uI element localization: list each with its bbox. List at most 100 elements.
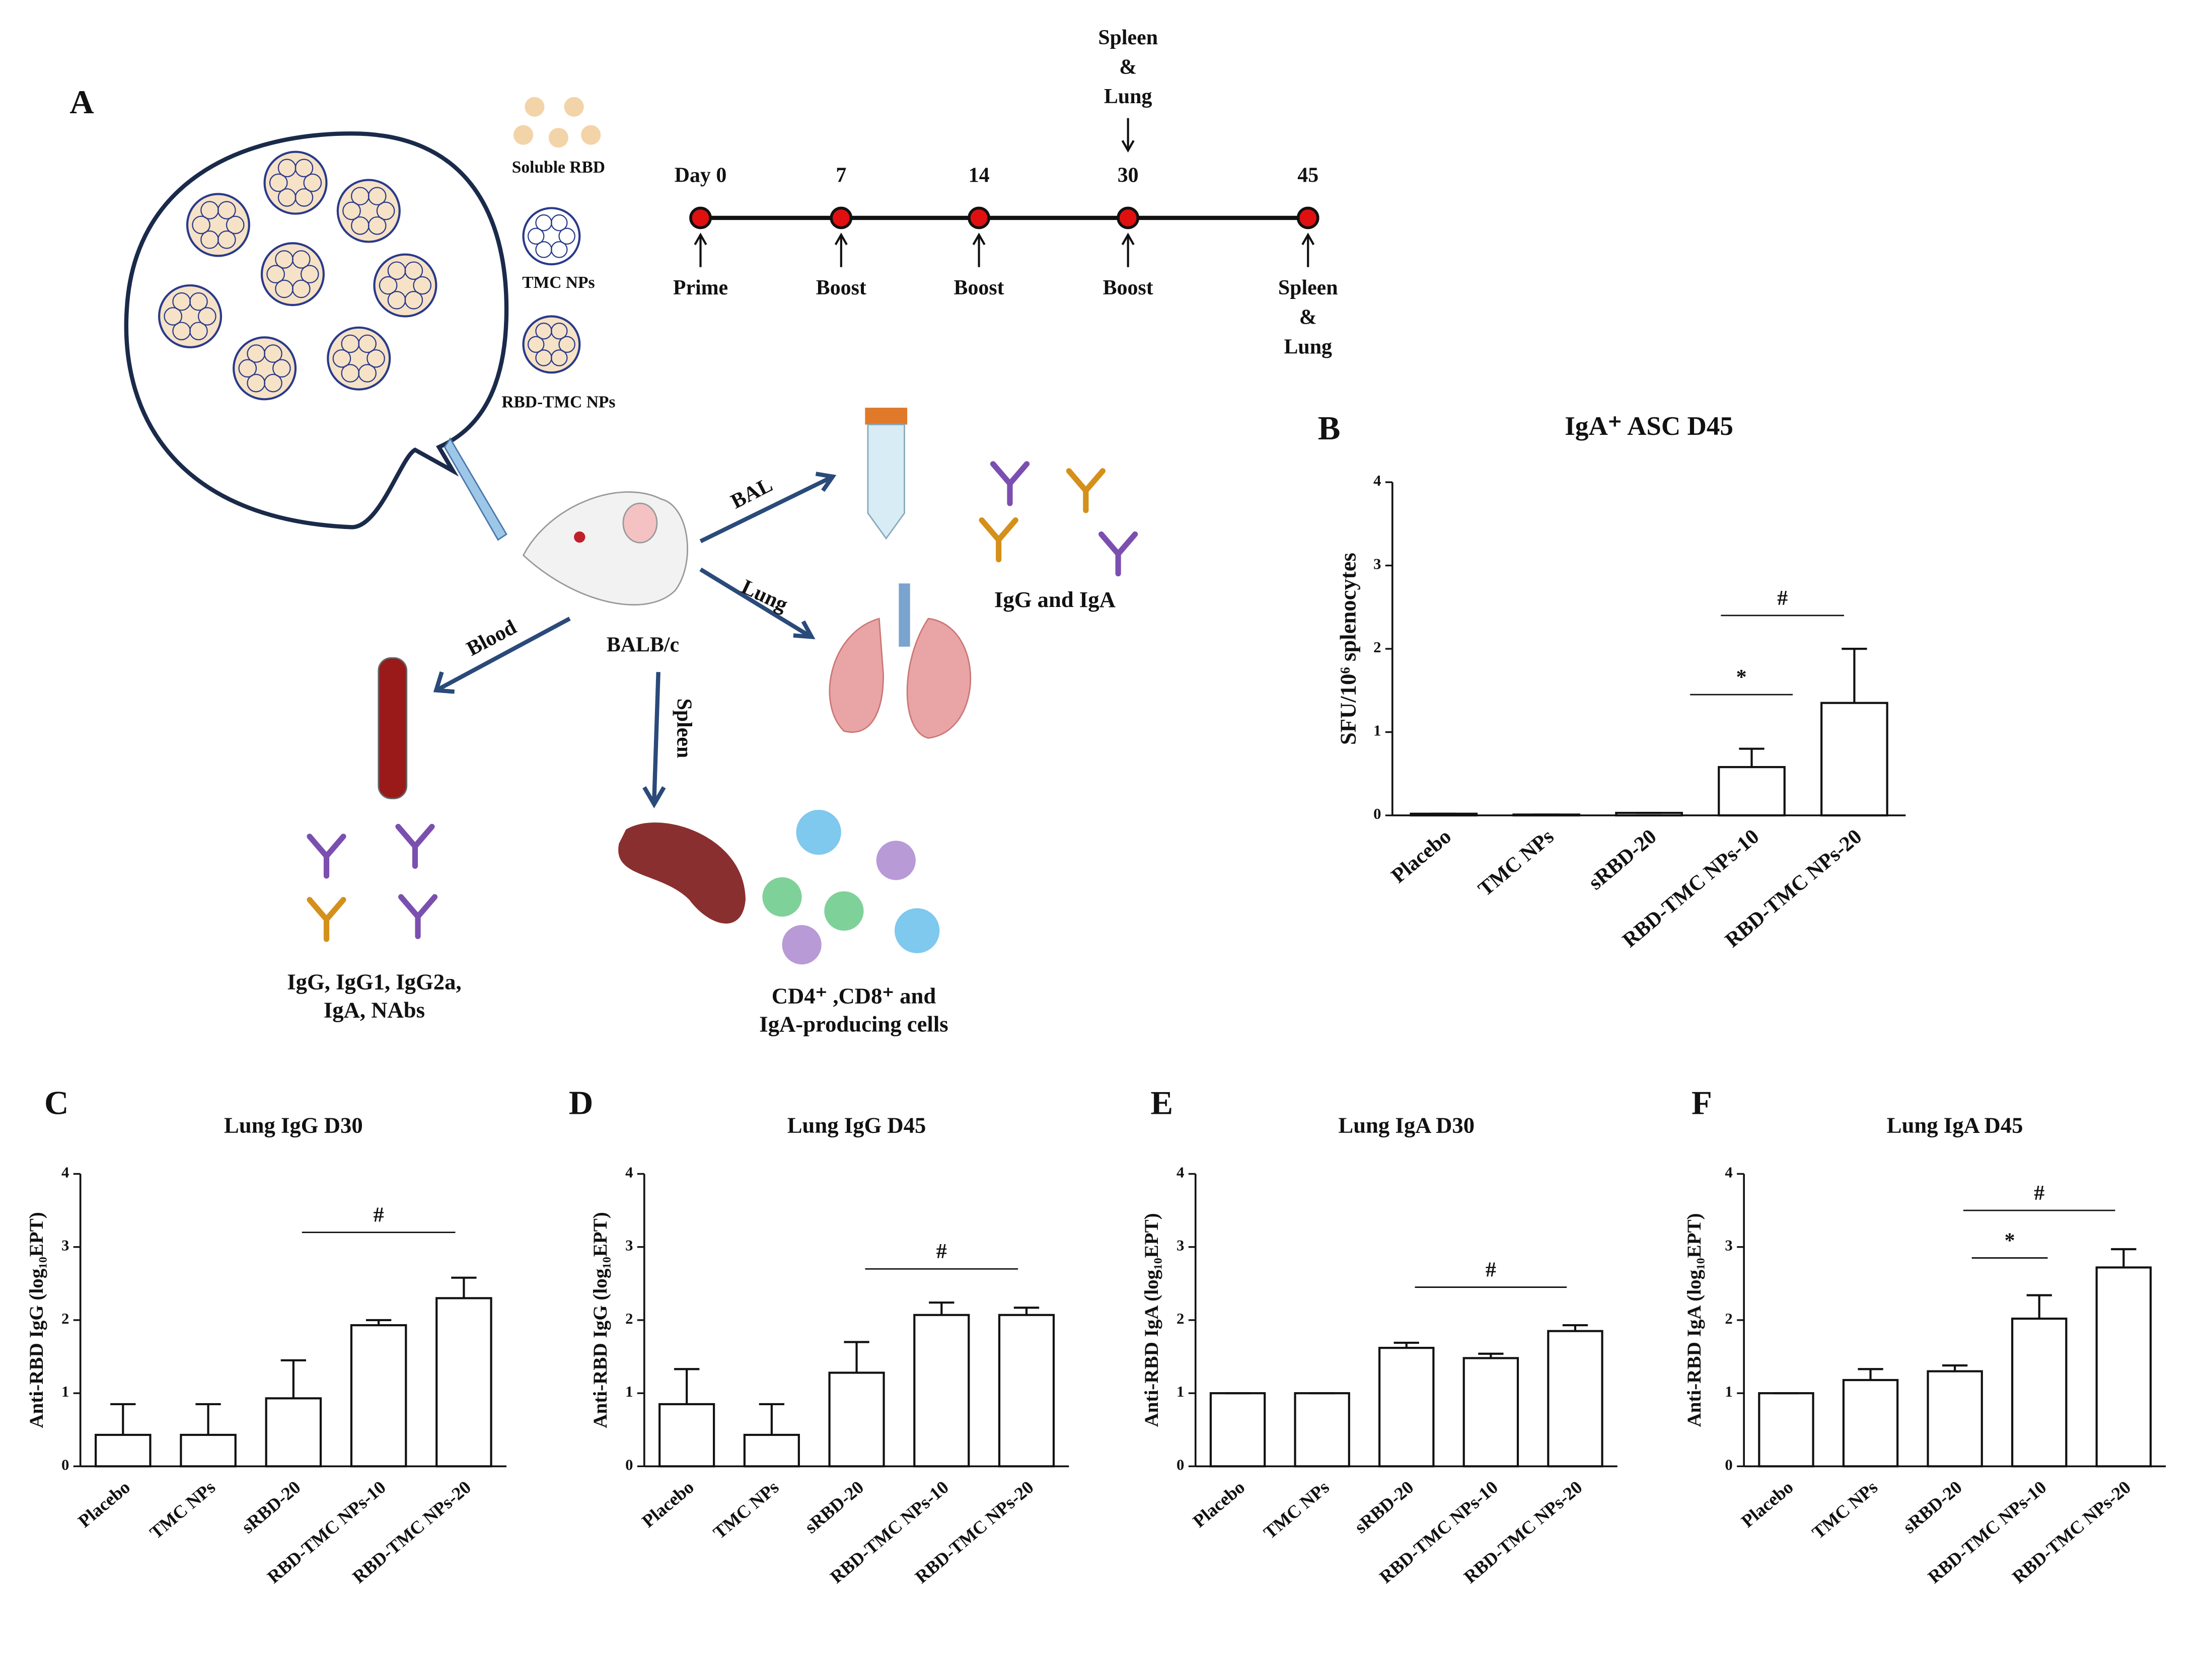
y-axis-label: Anti-RBD IgG (log₁₀EPT) [590,1212,611,1428]
panel-label: F [1692,1085,1712,1122]
nanoparticle [158,284,223,349]
error-bar [280,1359,306,1399]
error-bar [1478,1352,1504,1358]
y-tick-label: 3 [1177,1237,1184,1254]
y-tick-label: 0 [625,1456,633,1473]
timeline-event: Boost [816,276,866,299]
error-bar [195,1403,221,1435]
route-label: Spleen [673,699,696,758]
y-tick-label: 2 [61,1310,69,1327]
nanoparticle-facet [413,276,432,295]
cell [782,925,822,965]
bar [265,1397,322,1468]
x-tick-label: sRBD-20 [1584,825,1661,894]
error-bar [2026,1294,2052,1319]
readout: IgA, NAbs [324,997,425,1022]
soluble-rbd [564,97,584,117]
cell [876,841,916,880]
significance-label: * [2005,1229,2015,1252]
error-bar [1842,648,1867,703]
panel-label: E [1150,1085,1173,1122]
x-tick-label: Placebo [1387,825,1455,888]
timeline-event: Lung [1104,85,1152,108]
bar [1462,1357,1519,1468]
nanoparticle-facet [300,265,319,284]
x-tick-label: Placebo [75,1477,134,1531]
x-tick-label: sRBD-20 [1899,1477,1965,1537]
lungs [829,618,972,739]
nanoparticle [186,193,250,257]
y-tick-label: 3 [61,1237,69,1254]
nanoparticle [327,326,391,391]
cell [824,891,864,931]
timeline-point [1296,206,1319,230]
timeline-event: & [1299,306,1317,329]
timeline-day: 7 [836,164,846,187]
panel-label: C [44,1085,68,1122]
nanoparticle-facet [217,201,236,219]
nanoparticle-facet [295,159,314,178]
route-label: Blood [463,616,520,661]
error-bar [759,1403,784,1435]
nanoparticle-facet [351,216,370,235]
bar [350,1324,407,1468]
nanoparticle [373,253,437,318]
y-tick-label: 4 [1373,472,1381,489]
y-tick-label: 2 [625,1310,633,1327]
nanoparticle [260,242,325,307]
timeline-day: 30 [1118,164,1139,187]
y-tick-label: 1 [1177,1383,1184,1400]
nanoparticle-facet [200,230,219,249]
y-tick-label: 1 [1725,1383,1732,1400]
nanoparticle-facet [558,227,575,245]
y-tick-label: 0 [1373,805,1381,822]
antibody-shape [979,517,1018,563]
x-tick-label: Placebo [1189,1477,1248,1531]
y-tick-label: 3 [625,1237,633,1254]
timeline-event: Boost [954,276,1004,299]
blood-tube [378,657,408,799]
timeline-arrowhead [1301,233,1315,246]
bar [743,1433,800,1468]
antibody [979,517,1018,563]
antibody-shape [307,833,346,879]
legend-label: Soluble RBD [512,158,605,177]
nanoparticle-facet [535,349,552,366]
panel-label: B [1318,410,1341,447]
antibody-shape [990,461,1030,506]
nanoparticle [336,179,401,243]
nanoparticle-facet [379,276,398,295]
antibody [307,897,346,942]
legend-label: TMC NPs [522,273,595,292]
timeline-point [1117,206,1140,230]
error-bar [1393,1341,1419,1348]
x-tick-label: sRBD-20 [1351,1477,1417,1537]
nanoparticle-facet [551,322,568,340]
timeline-event: Spleen [1098,26,1158,49]
pipette [444,437,507,541]
y-tick-label: 3 [1373,556,1381,573]
error-bar [2111,1248,2137,1268]
x-tick-label: TMC NPs [1474,825,1559,901]
readout: CD4⁺ ,CD8⁺ and [772,983,936,1008]
y-tick-label: 1 [61,1383,69,1400]
cell [894,908,940,953]
nanoparticle-facet [164,307,183,326]
nanoparticle-facet [368,187,387,206]
tube-cap [865,408,908,425]
antibody [1066,468,1106,513]
timeline-event: Lung [1284,335,1332,358]
timeline-event: Prime [673,276,728,299]
antibody-shape [1098,531,1138,577]
nanoparticle-facet [238,359,257,378]
nanoparticle-facet [358,334,377,353]
cell [762,877,802,917]
y-tick-label: 0 [1725,1456,1732,1473]
timeline-day: Day 0 [675,164,727,187]
bar [1842,1379,1899,1468]
chart-title: Lung IgA D30 [1338,1112,1475,1137]
nanoparticle-facet [192,215,210,235]
soluble-rbd [513,125,534,145]
nanoparticle-facet [303,173,322,192]
nanoparticle [233,336,297,401]
